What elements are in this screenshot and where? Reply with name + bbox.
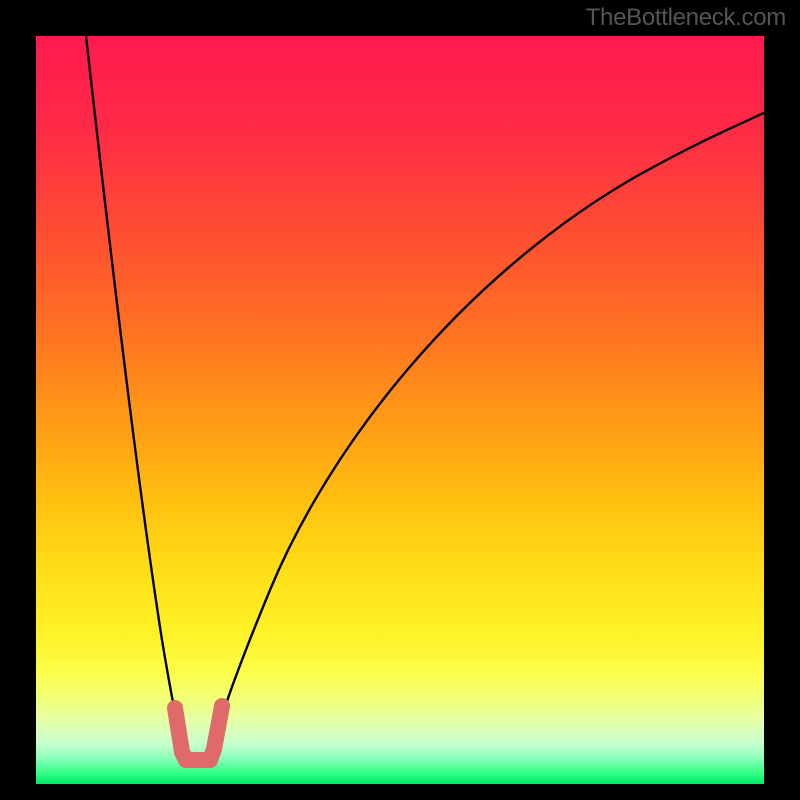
watermark-text: TheBottleneck.com <box>586 4 786 32</box>
plot-area <box>36 36 764 784</box>
bottleneck-chart <box>0 0 800 800</box>
chart-container: TheBottleneck.com <box>0 0 800 800</box>
